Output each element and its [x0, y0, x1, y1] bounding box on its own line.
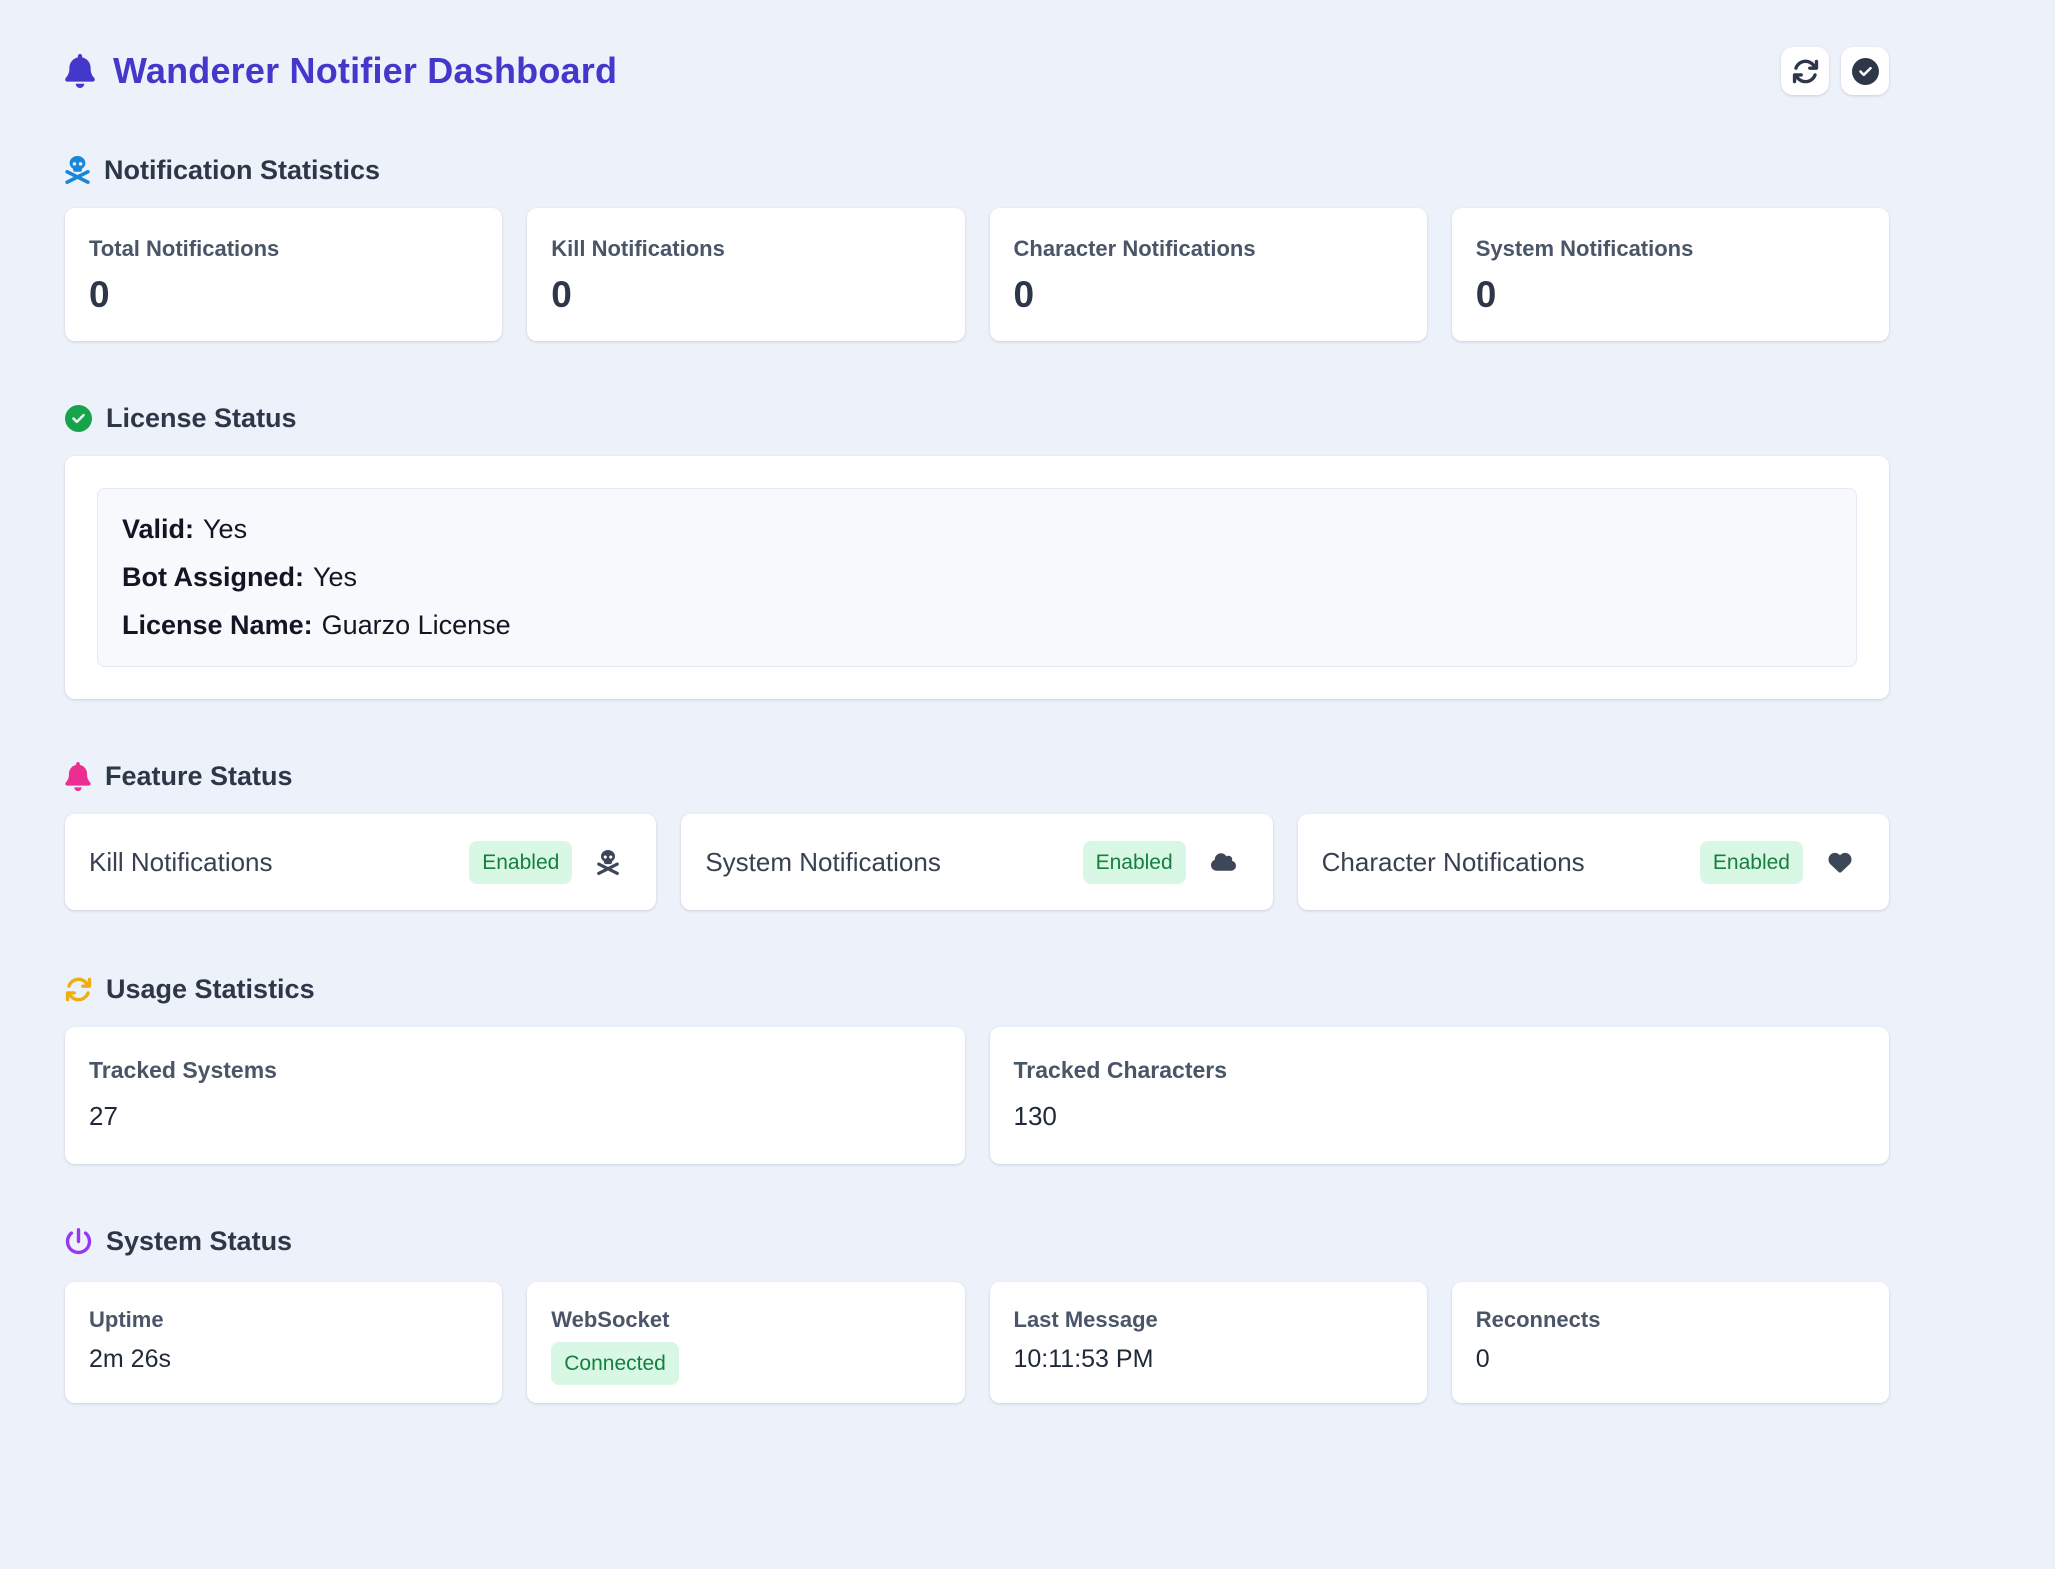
feature-status-heading: Feature Status: [65, 758, 1889, 794]
check-circle-icon: [65, 405, 92, 432]
license-field-label: Bot Assigned:: [122, 562, 304, 592]
check-circle-icon: [1852, 58, 1879, 85]
usage-value: 130: [1013, 1101, 1057, 1131]
usage-value: 27: [89, 1101, 118, 1131]
system-value: 0: [1475, 1345, 1490, 1373]
stat-value: 0: [551, 274, 572, 315]
stat-value: 0: [1475, 274, 1497, 315]
system-label: Reconnects: [1475, 1307, 1601, 1332]
stat-label: Character Notifications: [1013, 236, 1256, 261]
license-field-label: Valid:: [122, 514, 195, 544]
cloud-icon: [1211, 852, 1236, 872]
system-card-reconnects: Reconnects 0: [1451, 1282, 1889, 1403]
license-card: Valid: Yes Bot Assigned: Yes License Name:…: [65, 456, 1889, 699]
sync-icon: [65, 976, 92, 1003]
section-feature-status: Feature Status Kill Notifications Enable…: [65, 758, 1889, 910]
page-title-text: Wanderer Notifier Dashboard: [113, 50, 618, 91]
bell-icon: [65, 54, 95, 88]
system-card-uptime: Uptime 2m 26s: [65, 1282, 503, 1403]
system-value: 10:11:53 PM: [1013, 1345, 1154, 1373]
stat-label: System Notifications: [1475, 236, 1694, 261]
dashboard-page: Wanderer Notifier Dashboard Notification…: [65, 0, 1889, 1403]
feature-label: System Notifications: [705, 846, 941, 877]
license-field-bot-assigned: Bot Assigned: Yes: [122, 562, 1832, 593]
usage-statistics-heading: Usage Statistics: [65, 971, 1889, 1007]
section-notification-statistics: Notification Statistics Total Notificati…: [65, 152, 1889, 341]
stat-label: Kill Notifications: [551, 236, 725, 261]
feature-status-badge: Enabled: [1699, 840, 1803, 884]
feature-status-badge: Enabled: [469, 840, 573, 884]
section-title: Usage Statistics: [106, 974, 315, 1004]
system-card-last-message: Last Message 10:11:53 PM: [989, 1282, 1427, 1403]
header: Wanderer Notifier Dashboard: [65, 46, 1889, 96]
feature-card-system-notifications: System Notifications Enabled: [681, 814, 1273, 910]
stat-card-system-notifications: System Notifications 0: [1451, 208, 1889, 341]
feature-label: Kill Notifications: [89, 846, 273, 877]
license-panel: Valid: Yes Bot Assigned: Yes License Name:…: [97, 488, 1857, 667]
stat-label: Total Notifications: [89, 236, 280, 261]
power-icon: [65, 1228, 92, 1255]
heart-icon: [1828, 851, 1852, 874]
license-field-valid: Valid: Yes: [122, 514, 1832, 545]
section-usage-statistics: Usage Statistics Tracked Systems 27 Trac…: [65, 971, 1889, 1164]
stat-card-total-notifications: Total Notifications 0: [65, 208, 503, 341]
status-ok-button[interactable]: [1841, 47, 1889, 95]
features-grid: Kill Notifications Enabled System Notifi…: [65, 814, 1889, 910]
notification-statistics-heading: Notification Statistics: [65, 152, 1889, 188]
feature-card-kill-notifications: Kill Notifications Enabled: [65, 814, 657, 910]
section-title: License Status: [106, 403, 297, 433]
stat-value: 0: [89, 274, 110, 315]
feature-status-badge: Enabled: [1082, 840, 1186, 884]
system-status-heading: System Status: [65, 1223, 1889, 1259]
bell-icon: [65, 762, 91, 791]
license-field-license-name: License Name: Guarzo License: [122, 610, 1832, 641]
feature-label: Character Notifications: [1321, 846, 1585, 877]
stat-card-character-notifications: Character Notifications 0: [989, 208, 1427, 341]
feature-card-character-notifications: Character Notifications Enabled: [1297, 814, 1889, 910]
system-label: Uptime: [89, 1307, 164, 1332]
license-field-value: Yes: [203, 514, 248, 544]
system-card-websocket: WebSocket Connected: [527, 1282, 965, 1403]
system-label: WebSocket: [551, 1307, 670, 1332]
license-field-value: Yes: [313, 562, 358, 592]
section-title: Notification Statistics: [104, 155, 381, 185]
section-system-status: System Status Uptime 2m 26s WebSocket Co…: [65, 1223, 1889, 1403]
websocket-status-badge: Connected: [551, 1342, 679, 1385]
refresh-button[interactable]: [1781, 47, 1829, 95]
license-field-label: License Name:: [122, 610, 313, 640]
usage-grid: Tracked Systems 27 Tracked Characters 13…: [65, 1027, 1889, 1164]
usage-label: Tracked Systems: [89, 1057, 277, 1083]
usage-card-tracked-systems: Tracked Systems 27: [65, 1027, 965, 1164]
stat-card-kill-notifications: Kill Notifications 0: [527, 208, 965, 341]
page-title: Wanderer Notifier Dashboard: [65, 50, 617, 92]
system-label: Last Message: [1013, 1307, 1158, 1332]
section-title: System Status: [106, 1226, 293, 1256]
system-grid: Uptime 2m 26s WebSocket Connected Last M…: [65, 1282, 1889, 1403]
header-actions: [1781, 47, 1889, 95]
skull-crossbones-icon: [65, 156, 90, 184]
refresh-icon: [1792, 58, 1819, 85]
section-title: Feature Status: [105, 761, 293, 791]
usage-card-tracked-characters: Tracked Characters 130: [989, 1027, 1889, 1164]
stats-grid: Total Notifications 0 Kill Notifications…: [65, 208, 1889, 341]
skull-crossbones-icon: [597, 850, 619, 875]
license-field-value: Guarzo License: [321, 610, 511, 640]
usage-label: Tracked Characters: [1013, 1057, 1228, 1083]
system-value: 2m 26s: [89, 1345, 171, 1373]
stat-value: 0: [1013, 274, 1035, 315]
section-license-status: License Status Valid: Yes Bot Assigned: Ye…: [65, 400, 1889, 699]
license-status-heading: License Status: [65, 400, 1889, 436]
